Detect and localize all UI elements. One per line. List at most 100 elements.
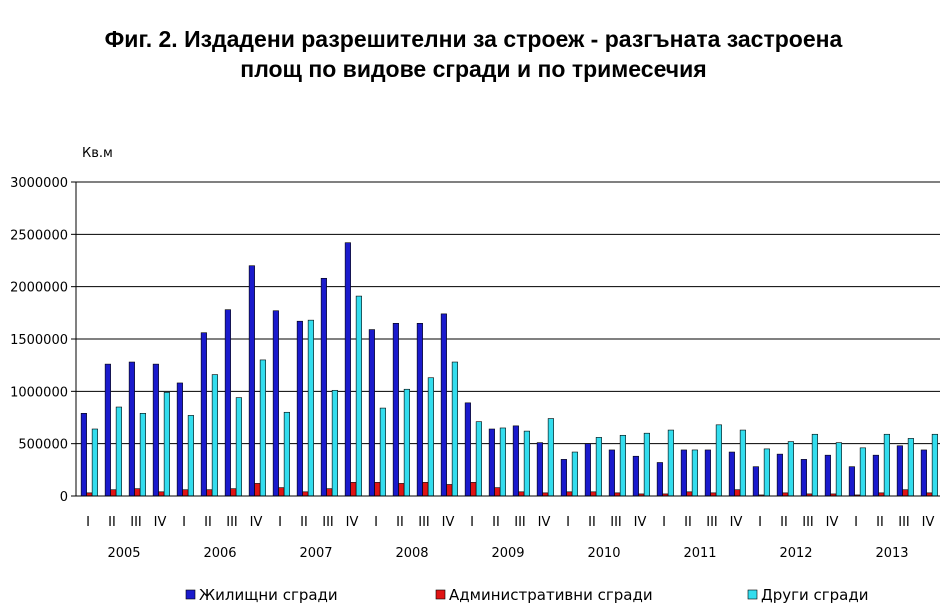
x-tick-label: III	[130, 515, 142, 530]
x-tick-label: I	[86, 515, 90, 530]
bar	[350, 482, 357, 497]
legend: Жилищни сгради Административни сгради Друг…	[185, 586, 868, 604]
bar	[320, 277, 327, 497]
bar	[883, 433, 890, 497]
x-tick-label: I	[566, 515, 570, 530]
bar	[326, 488, 333, 497]
bar	[571, 451, 578, 497]
bar	[595, 437, 602, 497]
y-tick-label: 1000000	[10, 385, 68, 400]
bars	[80, 242, 938, 497]
bar	[518, 491, 525, 497]
bar	[715, 424, 722, 497]
bar	[800, 459, 807, 497]
x-tick-label: III	[706, 515, 718, 530]
x-tick-label: II	[204, 515, 212, 530]
bar	[566, 491, 573, 497]
x-tick-label: III	[610, 515, 622, 530]
bar	[499, 427, 506, 497]
bar	[374, 482, 381, 497]
bar	[547, 418, 554, 497]
bar	[182, 489, 189, 497]
x-tick-label: II	[396, 515, 404, 530]
x-tick-label: I	[182, 515, 186, 530]
bar	[235, 397, 242, 497]
x-tick-label: IV	[250, 515, 263, 530]
bar	[139, 413, 146, 497]
bar	[680, 449, 687, 497]
bar	[835, 442, 842, 497]
y-axis-label: Кв.м	[82, 146, 113, 161]
bar	[211, 374, 218, 497]
bar	[470, 482, 477, 497]
y-tick-label: 3000000	[10, 176, 68, 191]
bar	[379, 407, 386, 497]
y-axis: Кв.м 0 500000 1000000 1500000 2000000 2500000…	[10, 146, 113, 505]
bar	[464, 402, 471, 497]
bar	[206, 489, 213, 497]
bar	[230, 488, 237, 497]
bar	[920, 449, 927, 497]
bar	[739, 429, 746, 497]
bar	[475, 421, 482, 497]
bar	[91, 428, 98, 497]
bar	[80, 413, 87, 497]
bar	[134, 488, 141, 497]
x-tick-label: I	[758, 515, 762, 530]
x-tick-label: I	[278, 515, 282, 530]
bar	[704, 449, 711, 497]
y-tick-label: 2500000	[10, 228, 68, 243]
bar	[446, 484, 453, 497]
bar	[110, 489, 117, 497]
bar	[440, 313, 447, 497]
x-tick-label: I	[854, 515, 858, 530]
bar	[872, 454, 879, 497]
bar	[163, 392, 170, 497]
x-tick-label: II	[588, 515, 596, 530]
x-tick-label: II	[108, 515, 116, 530]
x-year-label: 2008	[395, 546, 428, 561]
x-year-label: 2006	[203, 546, 236, 561]
bar	[176, 382, 183, 497]
bar	[691, 449, 698, 497]
x-tick-label: IV	[922, 515, 935, 530]
bar	[104, 363, 111, 497]
bar	[859, 447, 866, 497]
bar	[512, 425, 519, 497]
y-tick-label: 500000	[18, 438, 68, 453]
x-tick-label: IV	[826, 515, 839, 530]
x-tick-label: III	[802, 515, 814, 530]
legend-item-label: Административни сгради	[449, 586, 653, 604]
bar	[686, 491, 693, 497]
x-axis: I II III IV I II III IV I II III IV I II III IV I II III IV…	[76, 495, 940, 561]
x-tick-label: II	[780, 515, 788, 530]
bar	[259, 359, 266, 497]
legend-swatch	[435, 589, 446, 600]
x-tick-label: II	[684, 515, 692, 530]
bar	[896, 445, 903, 497]
bar	[158, 491, 165, 497]
bar	[331, 389, 338, 497]
bar	[656, 462, 663, 497]
x-year-label: 2013	[875, 546, 908, 561]
bar	[128, 361, 135, 497]
legend-item-label: Други сгради	[761, 586, 868, 604]
x-year-label: 2007	[299, 546, 332, 561]
bar	[776, 453, 783, 497]
bar	[115, 406, 122, 497]
x-tick-label: I	[470, 515, 474, 530]
bar	[296, 320, 303, 497]
chart-title: Фиг. 2. Издадени разрешителни за строеж …	[0, 24, 947, 84]
bar	[632, 455, 639, 497]
x-tick-label: IV	[538, 515, 551, 530]
bar	[200, 332, 207, 497]
bar	[560, 459, 567, 497]
bar	[488, 428, 495, 497]
bar	[787, 441, 794, 497]
x-year-label: 2010	[587, 546, 620, 561]
bar	[907, 438, 914, 497]
bar	[283, 411, 290, 497]
bar	[608, 449, 615, 497]
chart-title-line2: площ по видове сгради и по тримесечия	[240, 56, 707, 82]
bar	[355, 295, 362, 497]
